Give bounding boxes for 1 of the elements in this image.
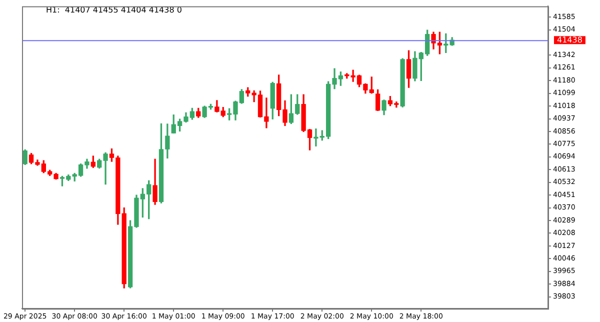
- ref-line-label: 41438: [557, 36, 582, 45]
